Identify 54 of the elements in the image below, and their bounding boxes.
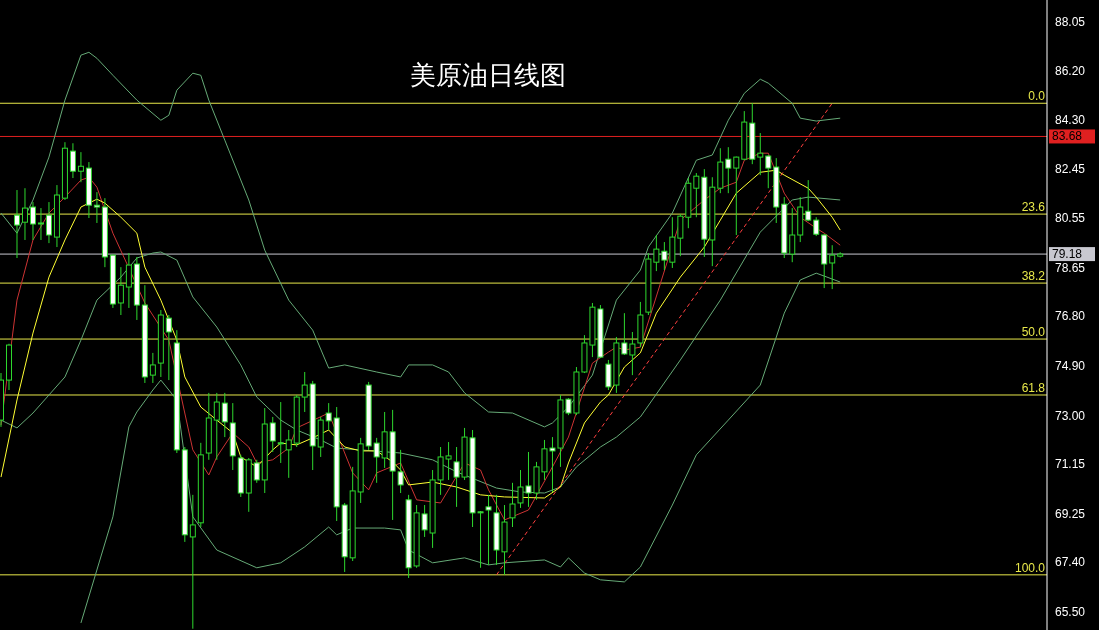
candlestick [829, 244, 836, 290]
candlestick [45, 201, 52, 244]
candlestick [69, 142, 76, 179]
annotation: 61.8 [1021, 380, 1046, 395]
y-tick-label: 82.45 [1055, 161, 1086, 176]
y-tick-label: 88.05 [1055, 15, 1086, 30]
candlestick [733, 156, 740, 236]
candlestick [789, 207, 796, 263]
y-tick-label: 86.20 [1055, 63, 1086, 78]
candlestick [37, 207, 44, 241]
candlestick [13, 189, 20, 259]
y-tick-label: 65.50 [1055, 604, 1086, 619]
candlestick [277, 401, 284, 464]
candlestick [285, 429, 292, 479]
candlestick [485, 494, 492, 566]
candlestick [325, 402, 332, 431]
candlestick [117, 266, 124, 316]
candlestick [253, 459, 260, 484]
candlestick [21, 187, 28, 241]
candlestick [813, 216, 820, 237]
y-tick-label: 76.80 [1055, 309, 1086, 324]
candlestick [269, 416, 276, 453]
annotation: 23.6 [1021, 200, 1046, 215]
annotation: 0.0 [1028, 89, 1046, 104]
annotation: 38.2 [1021, 269, 1046, 284]
text: 美原油日线图 [410, 60, 566, 90]
candlestick [77, 151, 84, 183]
ref-line-label: 83.68 [1052, 129, 1083, 144]
annotation: 50.0 [1021, 325, 1046, 340]
candlestick [93, 191, 100, 224]
candlestick [301, 371, 308, 413]
y-tick-label: 84.30 [1055, 113, 1086, 128]
candlestick [693, 172, 700, 218]
y-tick-label: 80.55 [1055, 211, 1086, 226]
y-tick-label: 71.15 [1055, 457, 1086, 471]
line-series [0, 51, 841, 428]
y-tick-label: 69.25 [1055, 506, 1086, 521]
candlestick [29, 201, 36, 241]
candlestick [725, 146, 732, 194]
candlestick [149, 352, 156, 384]
y-tick-label: 67.40 [1055, 555, 1086, 570]
annotation: 100.0 [1014, 560, 1046, 575]
line-series [80, 272, 841, 624]
candlestick [125, 252, 132, 309]
candlestick [757, 132, 764, 176]
ref-line-label: 79.18 [1052, 247, 1083, 262]
candlestick [805, 179, 812, 222]
candlestick [213, 392, 220, 461]
y-tick-label: 74.90 [1055, 358, 1086, 373]
candlestick [165, 314, 172, 381]
candlestick [765, 154, 772, 189]
y-tick-label: 78.65 [1055, 260, 1086, 275]
candlestick [221, 392, 228, 438]
y-tick-label: 73.00 [1055, 408, 1086, 423]
